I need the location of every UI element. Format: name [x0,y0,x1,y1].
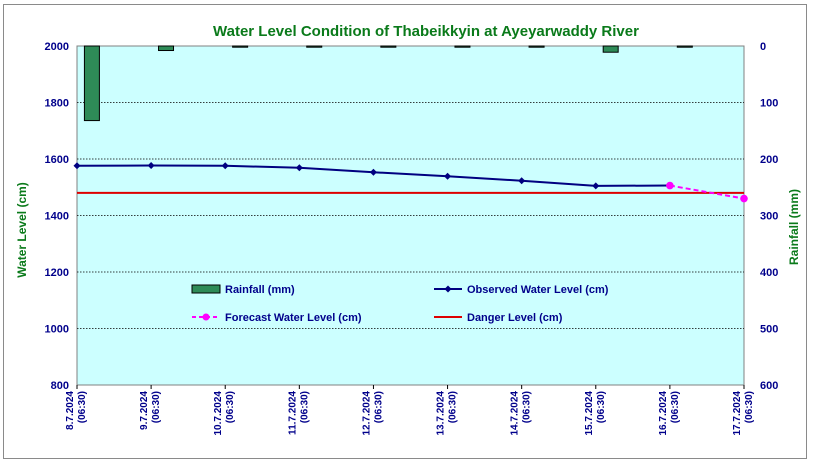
x-tick-time: (06:30) [448,391,459,423]
rainfall-bar [602,45,619,53]
legend-observed-marker [444,285,452,293]
observed-point [73,162,81,170]
x-tick-time: (06:30) [151,391,162,423]
x-axis-ticks: 8.7.2024 (06:30) 9.7.2024 (06:30) 10.7.2024(… [65,391,755,436]
legend-rainfall-swatch [191,284,221,294]
rainfall-bar [454,45,471,48]
x-tick-label: 17.7.2024 (06:30) [732,391,755,436]
observed-point [295,164,303,172]
x-tick-time: (06:30) [77,391,88,423]
x-tick-time: (06:30) [744,391,755,423]
x-tick-date: 15.7.2024 [584,391,595,436]
y2-tick-label: 500 [760,324,778,336]
chart-frame: Water Level Condition of Thabeikkyin at … [3,4,807,459]
forecast-water-level-line [669,184,745,200]
x-tick-label: 10.7.2024 (06:30) [213,391,236,436]
x-tick-time: (06:30) [596,391,607,423]
legend-forecast-marker [202,313,210,321]
y2-tick-label: 100 [760,98,778,110]
x-tick-label: 14.7.2024 (06:30) [510,391,533,436]
rainfall-bar [528,45,545,48]
x-tick-label: 13.7.2024 (06:30) [436,391,459,436]
legend-rainfall-label: Rainfall (mm) [225,284,295,296]
x-tick-time: (06:30) [225,391,236,423]
observed-point [369,168,377,176]
rainfall-bars [83,45,693,122]
gridlines [76,102,745,389]
rainfall-bar [158,45,175,52]
x-tick-label: 9.7.2024 (06:30) [139,391,162,430]
x-tick-date: 12.7.2024 [361,391,372,436]
observed-point [444,172,452,180]
y-axis-label: Water Level (cm) [15,182,29,278]
observed-point [592,182,600,190]
series-lines [73,161,748,203]
y-tick-label: 1600 [45,154,69,166]
legend: Rainfall (mm) Observed Water Level (cm) … [191,284,609,324]
chart-title: Water Level Condition of Thabeikkyin at … [213,23,639,40]
x-tick-time: (06:30) [373,391,384,423]
legend-forecast-label: Forecast Water Level (cm) [225,312,362,324]
y-tick-label: 800 [51,380,69,392]
legend-observed-label: Observed Water Level (cm) [467,284,609,296]
observed-point [518,177,526,185]
rainfall-bar [232,45,249,48]
forecast-point [666,181,674,190]
x-tick-label: 16.7.2024 (06:30) [658,391,681,436]
rainfall-bar [676,45,693,48]
observed-point [147,161,155,169]
x-tick-date: 9.7.2024 [139,391,150,430]
y-axis-ticks: 800 1000 1200 1400 1600 1800 2000 [45,41,69,392]
x-tick-time: (06:30) [299,391,310,423]
y-tick-label: 2000 [45,41,69,53]
rainfall-bar [83,45,100,122]
rainfall-bar [306,45,323,48]
x-tick-date: 14.7.2024 [510,391,521,436]
y2-tick-label: 0 [760,41,766,53]
forecast-point [740,194,748,203]
y-tick-label: 1400 [45,211,69,223]
y2-tick-label: 600 [760,380,778,392]
x-tick-date: 17.7.2024 [732,391,743,436]
y2-axis-label: Rainfall (mm) [787,189,801,265]
x-tick-date: 10.7.2024 [213,391,224,436]
x-tick-label: 12.7.2024 (06:30) [361,391,384,436]
x-tick-date: 11.7.2024 [287,391,298,435]
x-tick-date: 16.7.2024 [658,391,669,436]
x-tick-time: (06:30) [522,391,533,423]
y2-tick-label: 300 [760,211,778,223]
y2-tick-label: 400 [760,267,778,279]
x-tick-label: 11.7.2024 (06:30) [287,391,310,435]
x-tick-time: (06:30) [670,391,681,423]
water-level-chart: Water Level Condition of Thabeikkyin at … [15,23,801,436]
x-tick-label: 8.7.2024 (06:30) [65,391,88,430]
x-tick-label: 15.7.2024 (06:30) [584,391,607,436]
y2-axis-ticks: 0 100 200 300 400 500 600 [760,41,778,392]
x-tick-date: 13.7.2024 [436,391,447,436]
y-tick-label: 1800 [45,98,69,110]
observed-point [221,162,229,170]
y-tick-label: 1000 [45,324,69,336]
y-tick-label: 1200 [45,267,69,279]
rainfall-bar [380,45,397,48]
x-tick-date: 8.7.2024 [65,391,76,430]
y2-tick-label: 200 [760,154,778,166]
legend-danger-label: Danger Level (cm) [467,312,563,324]
